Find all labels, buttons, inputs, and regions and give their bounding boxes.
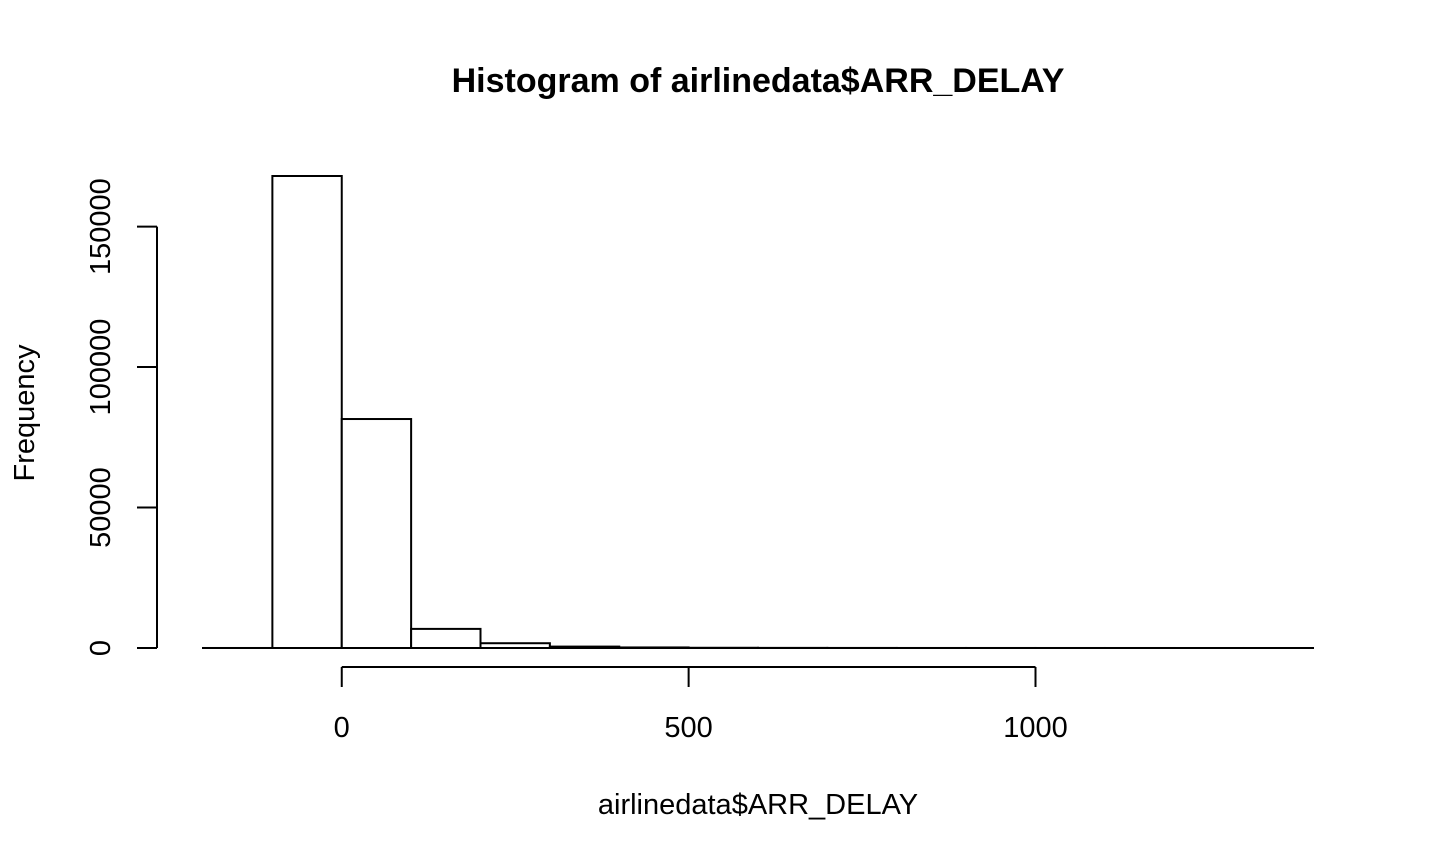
y-tick-label: 50000 xyxy=(85,467,117,548)
x-axis-label: airlinedata$ARR_DELAY xyxy=(598,789,918,821)
x-tick-label: 1000 xyxy=(1003,712,1068,744)
y-tick-label: 100000 xyxy=(85,319,117,416)
x-axis: 0 500 1000 xyxy=(334,666,1068,744)
x-tick-label: 500 xyxy=(664,712,712,744)
y-tick-label: 150000 xyxy=(85,178,117,275)
y-tick-label: 0 xyxy=(85,640,117,656)
bars-group xyxy=(202,175,1314,650)
x-tick-label: 0 xyxy=(334,712,350,744)
y-axis: 0 50000 100000 150000 xyxy=(85,178,158,656)
y-axis-label: Frequency xyxy=(9,344,41,482)
chart-title: Histogram of airlinedata$ARR_DELAY xyxy=(452,62,1065,100)
histogram-bar xyxy=(410,627,482,650)
histogram-bar xyxy=(340,418,413,649)
histogram-bar xyxy=(271,175,343,649)
